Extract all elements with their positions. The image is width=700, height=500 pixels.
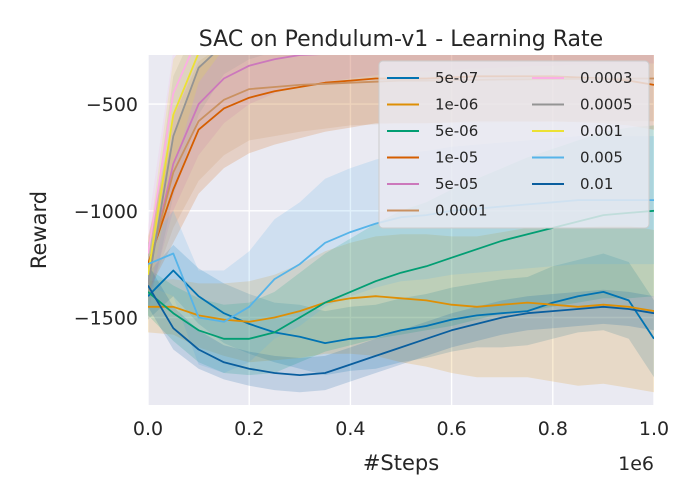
legend-label: 5e-06 [435, 122, 478, 140]
x-tick-label: 0.0 [133, 418, 163, 440]
line-0.01 [148, 285, 654, 377]
x-offset-label: 1e6 [618, 453, 654, 475]
line-1e-06 [148, 295, 654, 323]
x-tick-label: 0.2 [234, 418, 264, 440]
band-1e-06 [148, 225, 654, 393]
band-5e-07 [148, 244, 654, 378]
y-axis-label: Reward [27, 191, 51, 269]
legend-label: 1e-05 [435, 149, 478, 167]
legend-label: 0.005 [580, 149, 623, 167]
tick-labels: 0.0 0.2 0.4 0.6 0.8 1.0 −1500 −1000 −500 [74, 94, 669, 440]
band-0.0005 [148, 55, 264, 314]
x-tick-label: 0.6 [436, 418, 466, 440]
x-tick-label: 0.8 [538, 418, 568, 440]
x-tick-label: 0.4 [335, 418, 365, 440]
band-0.001 [148, 55, 220, 303]
y-tick-label: −500 [86, 94, 138, 116]
legend-label: 0.01 [580, 175, 613, 193]
line-5e-05 [148, 55, 321, 275]
legend-label: 0.0005 [580, 96, 633, 114]
x-axis-label: #Steps [363, 451, 439, 475]
legend-label: 0.001 [580, 122, 623, 140]
legend-label: 5e-07 [435, 69, 478, 87]
legend: 5e-07 1e-06 5e-06 1e-05 5e-05 0.0001 0.0003 0.0… [378, 60, 650, 229]
legend-label: 0.0003 [580, 69, 633, 87]
legend-label: 1e-06 [435, 96, 478, 114]
chart-title: SAC on Pendulum-v1 - Learning Rate [199, 27, 603, 52]
x-tick-label: 1.0 [639, 418, 669, 440]
band-0.01 [148, 264, 654, 393]
legend-box [378, 60, 650, 229]
band-5e-05 [148, 55, 654, 303]
legend-label: 5e-05 [435, 175, 478, 193]
y-tick-label: −1000 [74, 201, 138, 223]
y-tick-label: −1500 [74, 308, 138, 330]
legend-label: 0.0001 [435, 202, 488, 220]
